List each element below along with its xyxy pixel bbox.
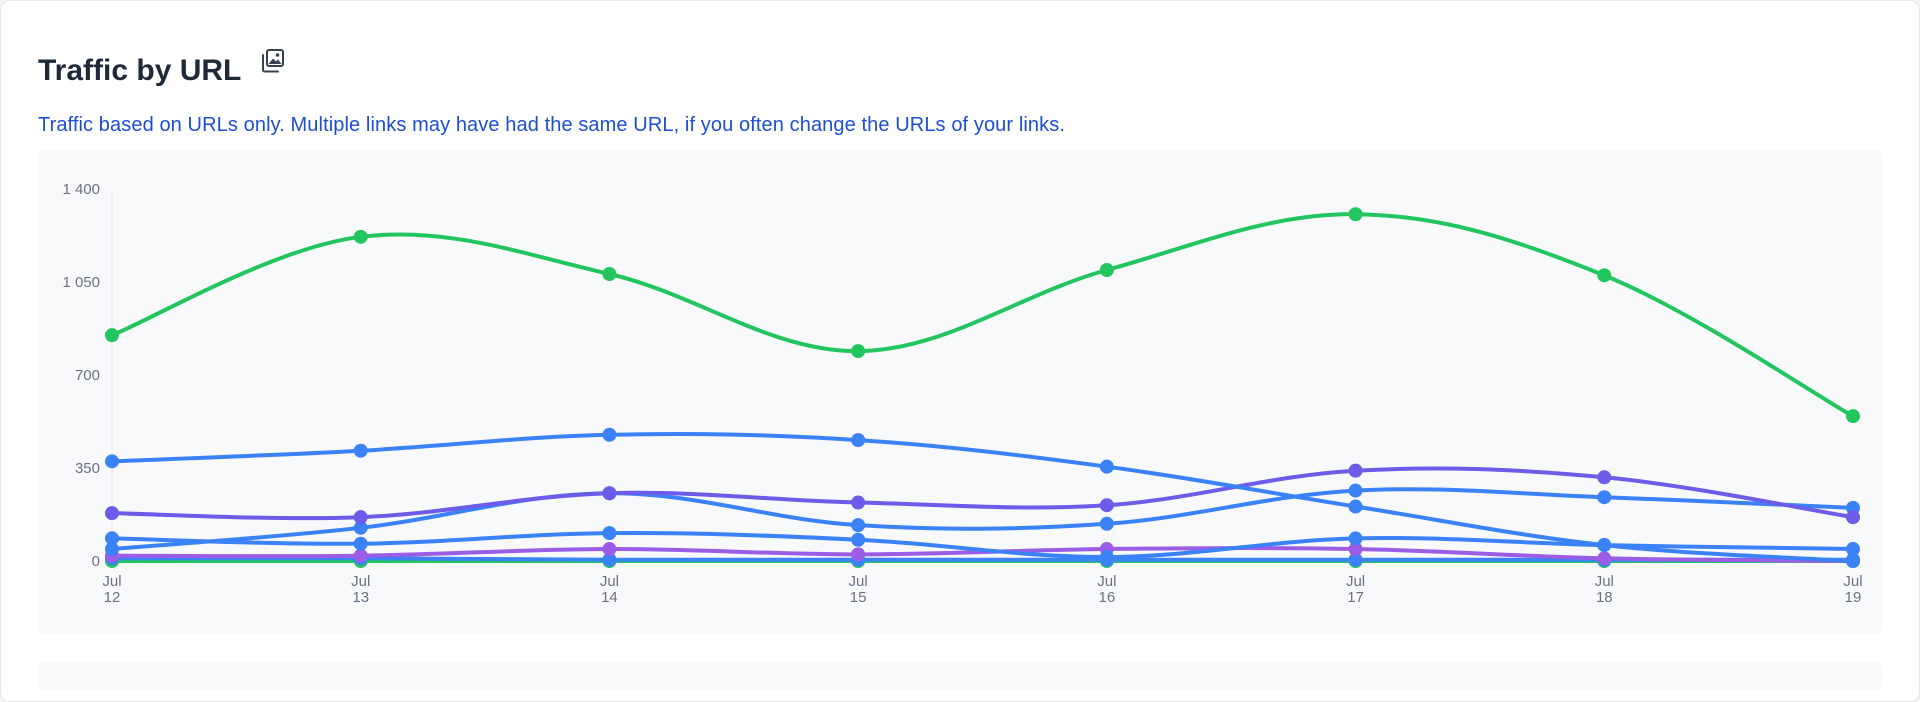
data-point[interactable]	[851, 547, 866, 562]
page-title: Traffic by URL	[38, 54, 242, 87]
x-tick-label: Jul 14	[600, 573, 619, 606]
series-line-5	[110, 531, 1855, 560]
data-point[interactable]	[1099, 516, 1114, 531]
data-point[interactable]	[1597, 551, 1612, 566]
data-point[interactable]	[1846, 542, 1860, 557]
y-tick-label: 0	[92, 553, 100, 570]
x-tick-label: Jul 19	[1843, 573, 1862, 606]
data-point[interactable]	[353, 510, 368, 525]
y-tick-label: 700	[75, 367, 100, 384]
x-tick-label: Jul 17	[1346, 573, 1365, 606]
data-point[interactable]	[353, 520, 368, 535]
data-point[interactable]	[353, 443, 368, 458]
data-point[interactable]	[353, 548, 368, 563]
data-point[interactable]	[105, 328, 119, 343]
data-point[interactable]	[353, 229, 368, 244]
chart-description: Traffic based on URLs only. Multiple lin…	[38, 114, 1065, 136]
x-tick-label: Jul 18	[1595, 573, 1614, 606]
data-point[interactable]	[105, 506, 119, 521]
series-line-7	[110, 556, 1855, 562]
series-line-6	[110, 546, 1855, 563]
data-point[interactable]	[851, 433, 866, 448]
traffic-line-chart: 0 350 700 1 050 1 400 Jul 12 Jul 13 Jul 14 Jul 15 Jul…	[62, 181, 1862, 606]
x-tick-label: Jul 16	[1097, 573, 1116, 606]
series-line-4	[110, 487, 1855, 552]
data-point[interactable]	[1099, 498, 1114, 513]
data-point[interactable]	[1597, 538, 1612, 553]
chart-area: 0 350 700 1 050 1 400 Jul 12 Jul 13 Jul 14 Jul 15 Jul…	[38, 149, 1883, 635]
data-point[interactable]	[851, 344, 866, 359]
x-tick-label: Jul 15	[849, 573, 868, 606]
data-point[interactable]	[602, 267, 617, 282]
data-point[interactable]	[1348, 552, 1363, 567]
data-point[interactable]	[602, 486, 617, 501]
y-tick-label: 1 050	[62, 274, 100, 291]
data-point[interactable]	[1597, 268, 1612, 283]
data-point[interactable]	[105, 531, 119, 546]
data-point[interactable]	[1597, 490, 1612, 505]
data-point[interactable]	[851, 532, 866, 547]
data-point[interactable]	[602, 552, 617, 567]
data-point[interactable]	[851, 518, 866, 533]
x-tick-label: Jul 12	[102, 573, 121, 606]
data-point[interactable]	[1846, 510, 1860, 525]
data-point[interactable]	[105, 542, 119, 557]
data-point[interactable]	[1099, 550, 1114, 565]
data-point[interactable]	[1099, 459, 1114, 474]
image-export-icon[interactable]	[259, 47, 287, 75]
data-point[interactable]	[1099, 263, 1114, 278]
x-tick-label: Jul 13	[351, 573, 370, 606]
data-point[interactable]	[353, 536, 368, 551]
data-point[interactable]	[1348, 531, 1363, 546]
y-tick-label: 1 400	[62, 181, 100, 198]
data-point[interactable]	[602, 526, 617, 541]
data-point[interactable]	[1348, 542, 1363, 557]
data-point[interactable]	[602, 542, 617, 557]
data-point[interactable]	[1348, 463, 1363, 478]
data-point[interactable]	[1846, 554, 1860, 568]
y-tick-label: 350	[75, 460, 100, 477]
data-point[interactable]	[1348, 207, 1363, 222]
series-line-1	[110, 212, 1855, 419]
data-point[interactable]	[1597, 470, 1612, 485]
data-point[interactable]	[105, 454, 119, 469]
data-point[interactable]	[1846, 409, 1860, 424]
series-line-3	[110, 466, 1855, 521]
data-point[interactable]	[1348, 499, 1363, 514]
series-line-2	[110, 432, 1855, 563]
data-point[interactable]	[1348, 483, 1363, 498]
title-row: Traffic by URL	[38, 47, 287, 95]
data-point[interactable]	[602, 427, 617, 442]
data-point[interactable]	[851, 495, 866, 510]
